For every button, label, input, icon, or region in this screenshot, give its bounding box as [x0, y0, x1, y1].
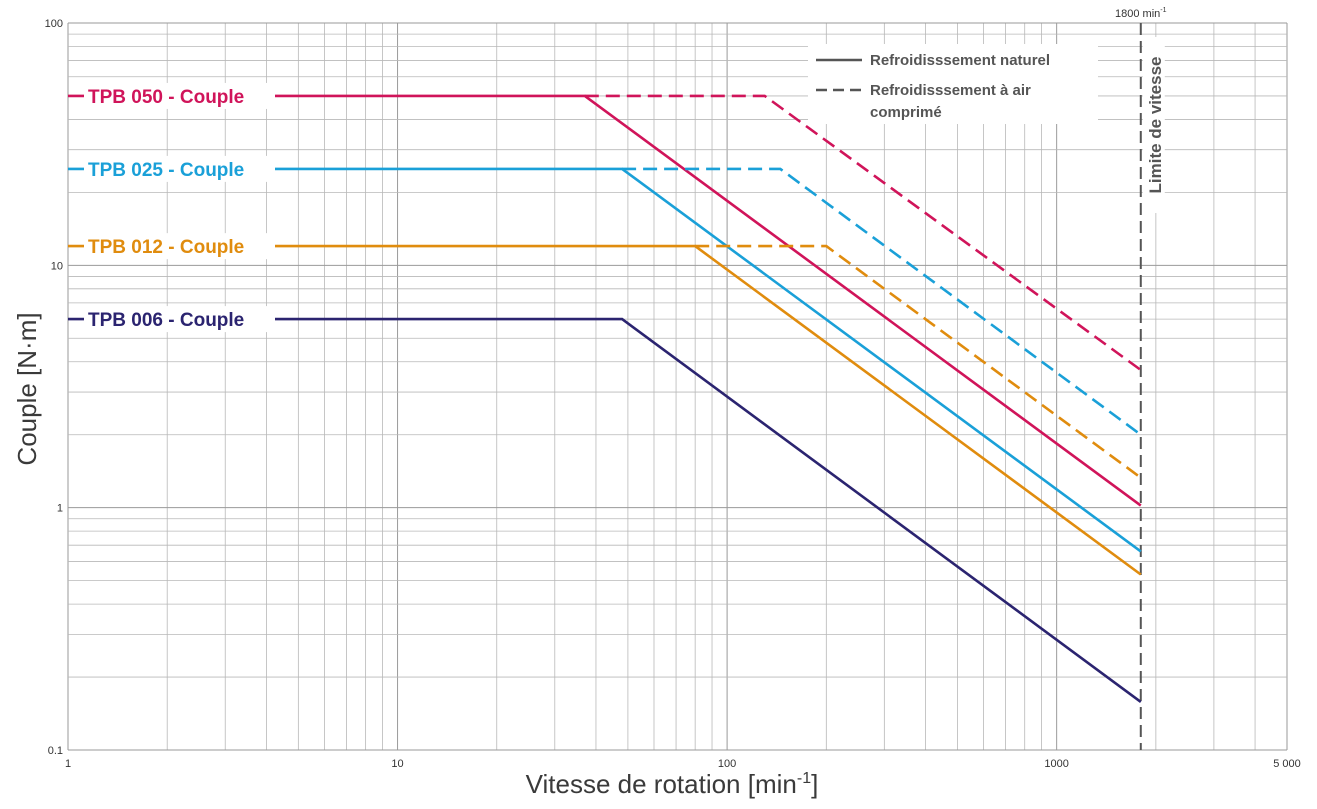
- y-axis-title: Couple [N·m]: [12, 312, 42, 465]
- legend-box: [808, 44, 1098, 124]
- speed-limit-label: Limite de vitesse: [1146, 56, 1165, 193]
- tpb-006-label-bg: [84, 306, 275, 333]
- x-tick-label: 10: [391, 758, 403, 770]
- tpb-050-forced-cooling-line: [584, 94, 1142, 372]
- tpb-025-forced-cooling-line: [622, 167, 1142, 436]
- tpb-006-label: TPB 006 - Couple: [88, 310, 244, 331]
- x-tick-label: 100: [718, 758, 736, 770]
- x-tick-label: 1: [65, 758, 71, 770]
- speed-limit-value-label: 1800 min-1: [1115, 7, 1167, 20]
- tpb-012-label: TPB 012 - Couple: [88, 237, 244, 258]
- x-axis-title: Vitesse de rotation [min-1]: [526, 769, 819, 799]
- speed-limit-marker: 1800 min-1 Limite de vitesse: [1115, 7, 1167, 750]
- tpb-050-label: TPB 050 - Couple: [88, 87, 244, 108]
- legend: Refroidisssement naturel Refroidisssement…: [808, 44, 1098, 124]
- tpb-025-label-bg: [84, 155, 275, 182]
- legend-forced-label-line2: comprimé: [870, 104, 942, 121]
- tpb-012-label-bg: [84, 233, 275, 260]
- y-tick-label: 100: [45, 18, 63, 30]
- legend-forced-label-line1: Refroidisssement à air: [870, 82, 1031, 99]
- series-labels: TPB 050 - Couple TPB 025 - Couple TPB 012 …: [84, 82, 275, 333]
- y-tick-label: 10: [51, 260, 63, 272]
- x-tick-label: 1000: [1044, 758, 1068, 770]
- y-tick-label: 1: [57, 503, 63, 515]
- tpb-012-forced-cooling-line: [695, 244, 1142, 479]
- legend-natural-label: Refroidisssement naturel: [870, 52, 1050, 69]
- tpb-012-natural-cooling-line: [68, 244, 1142, 576]
- speed-limit-label-bg: [1142, 37, 1165, 213]
- y-tick-label: 0.1: [48, 745, 63, 757]
- x-tick-label: 5 000: [1273, 758, 1301, 770]
- tpb-025-label: TPB 025 - Couple: [88, 160, 244, 181]
- tpb-050-label-bg: [84, 82, 275, 109]
